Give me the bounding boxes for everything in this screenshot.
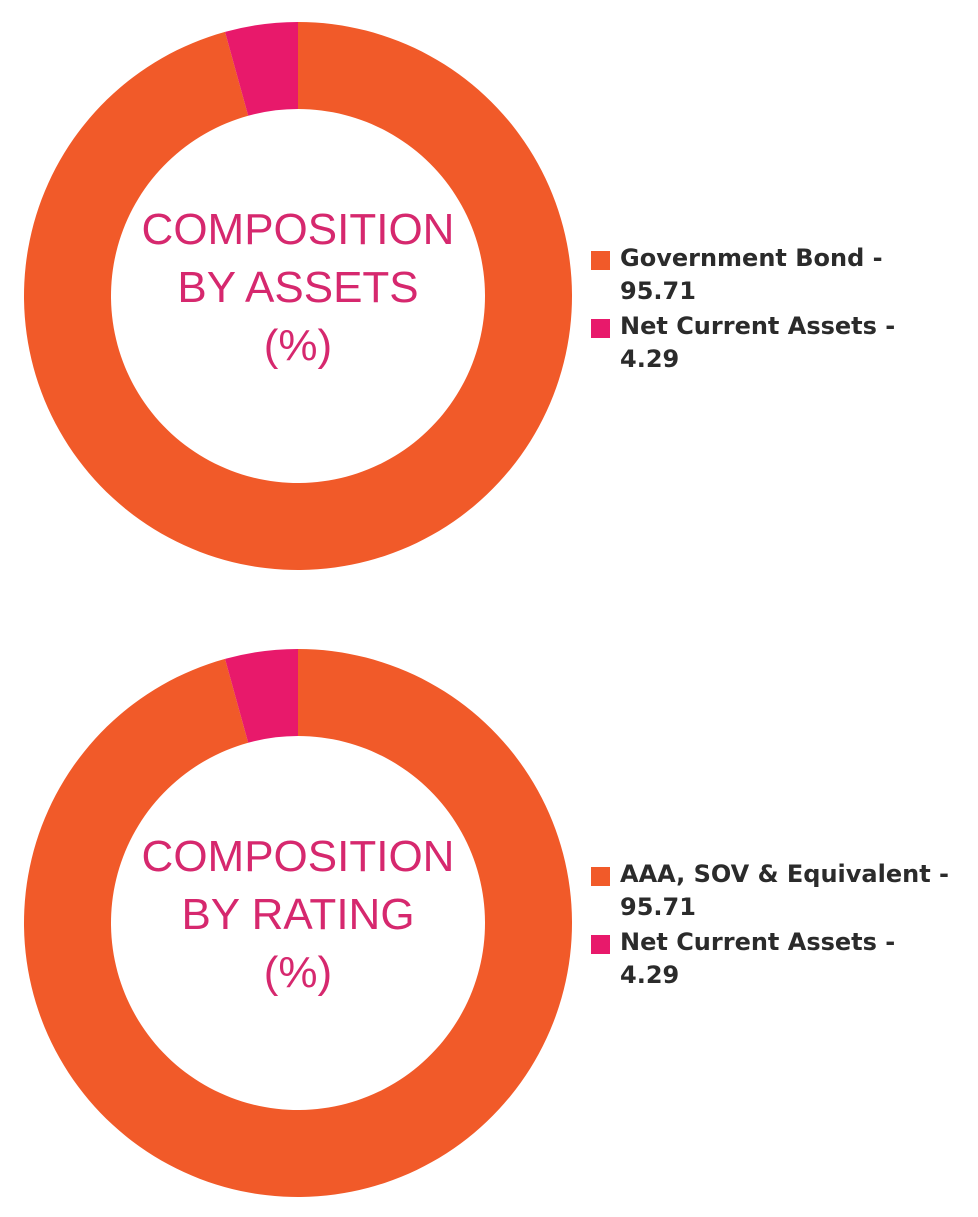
chart-title-line: BY RATING [181, 890, 415, 939]
legend-rating: AAA, SOV & Equivalent - 95.71 Net Curren… [590, 858, 960, 994]
donut-chart-rating [23, 649, 572, 1197]
legend-label: Net Current Assets - 4.29 [620, 928, 896, 989]
legend-swatch [591, 251, 610, 270]
chart-title-rating: COMPOSITION BY RATING (%) [118, 828, 478, 1002]
donut-slice-0 [23, 22, 572, 570]
chart-title-assets: COMPOSITION BY ASSETS (%) [118, 201, 478, 375]
legend-item: AAA, SOV & Equivalent - 95.71 [590, 858, 960, 924]
donut-slice-1 [225, 22, 298, 116]
chart-title-line: COMPOSITION [141, 205, 455, 254]
chart-title-line: (%) [263, 948, 333, 997]
legend-swatch [591, 867, 610, 886]
legend-assets: Government Bond - 95.71 Net Current Asse… [590, 242, 960, 378]
legend-item: Net Current Assets - 4.29 [590, 310, 960, 376]
donut-slice-1 [225, 649, 298, 743]
legend-label: AAA, SOV & Equivalent - 95.71 [620, 860, 950, 921]
legend-item: Net Current Assets - 4.29 [590, 926, 960, 992]
legend-swatch [591, 319, 610, 338]
legend-label: Net Current Assets - 4.29 [620, 312, 896, 373]
donut-slice-0 [23, 649, 572, 1197]
donut-chart-assets [23, 22, 572, 570]
composition-by-rating-chart: COMPOSITION BY RATING (%) AAA, SOV & Equ… [0, 643, 978, 1203]
chart-title-line: (%) [263, 321, 333, 370]
chart-title-line: BY ASSETS [177, 263, 419, 312]
legend-swatch [591, 935, 610, 954]
legend-label: Government Bond - 95.71 [620, 244, 883, 305]
legend-item: Government Bond - 95.71 [590, 242, 960, 308]
chart-title-line: COMPOSITION [141, 832, 455, 881]
composition-by-assets-chart: COMPOSITION BY ASSETS (%) Government Bon… [0, 16, 978, 576]
